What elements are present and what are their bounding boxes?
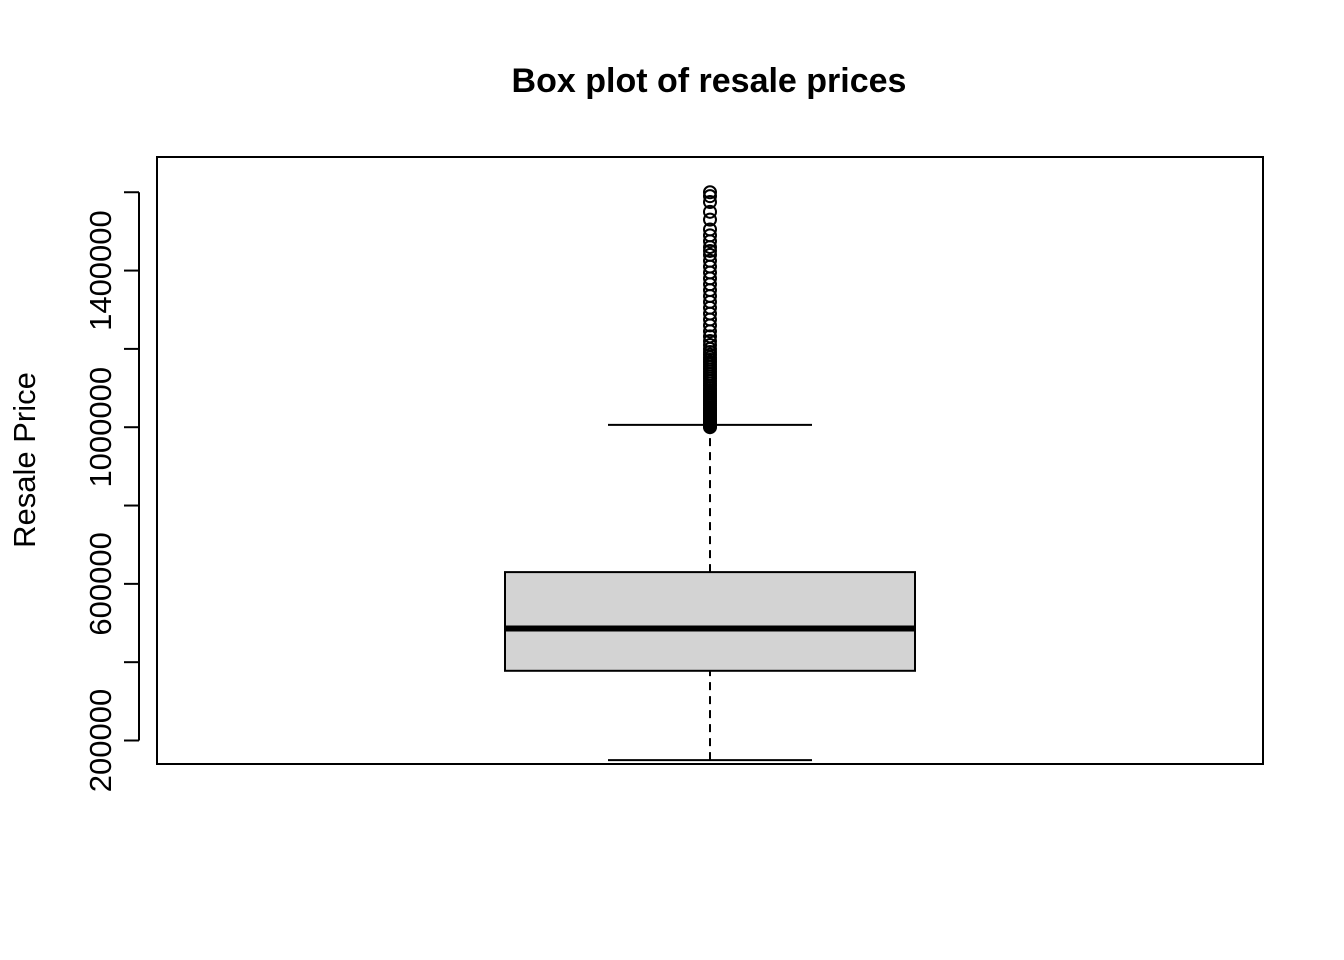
interquartile-box xyxy=(504,571,916,672)
plot-frame xyxy=(156,156,1264,765)
y-axis: 200000 600000 1000000 1400000 xyxy=(83,191,140,792)
outlier-point xyxy=(703,195,717,210)
y-axis-title: Resale Price xyxy=(7,372,42,548)
outlier-point xyxy=(703,253,717,268)
outlier-point xyxy=(703,189,717,204)
chart-title: Box plot of resale prices xyxy=(512,62,907,100)
outlier-point xyxy=(703,247,717,262)
outlier-point xyxy=(703,228,717,243)
outlier-point xyxy=(703,243,717,258)
outlier-point xyxy=(703,222,717,237)
box-plot xyxy=(504,185,916,762)
outlier-point xyxy=(703,334,717,349)
y-tick-label: 1400000 xyxy=(83,210,118,331)
outlier-point xyxy=(703,329,717,344)
y-tick-label: 1000000 xyxy=(83,367,118,488)
outlier-point xyxy=(703,337,717,352)
outlier-point xyxy=(703,185,717,200)
outlier-point xyxy=(703,204,717,219)
y-tick-label: 600000 xyxy=(83,532,118,635)
y-tick-label: 200000 xyxy=(83,689,118,792)
outlier-point xyxy=(703,212,717,227)
